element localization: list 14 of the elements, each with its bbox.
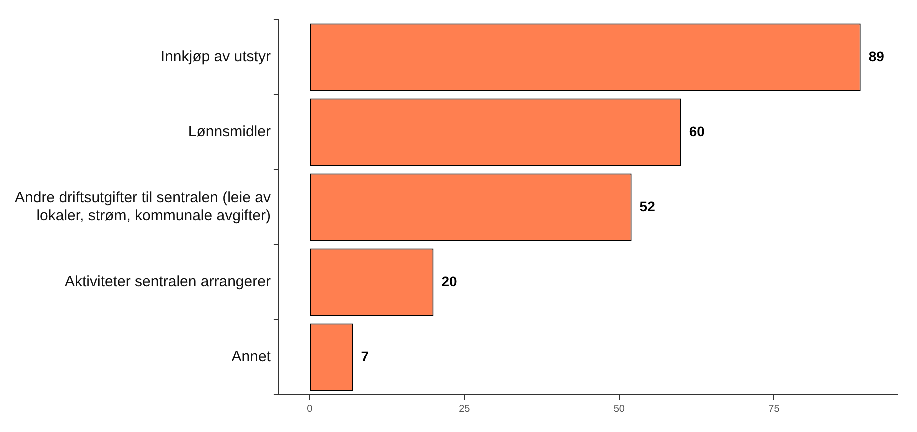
- data-label: 89: [868, 48, 885, 64]
- y-tick-label: Annet: [232, 348, 272, 366]
- y-tick-label: Aktiviteter sentralen arrangerer: [65, 274, 271, 291]
- data-label: 52: [640, 198, 656, 214]
- x-tick-label: 50: [614, 404, 626, 415]
- y-tick-label: Innkjøp av utstyr: [160, 48, 271, 66]
- x-tick-label: 0: [307, 404, 314, 415]
- data-label: 20: [442, 273, 458, 290]
- y-tick-label: Andre driftsutgifter til sentralen (leie av lokaler, strøm, kommunale avgifter): [15, 190, 272, 225]
- data-label: 60: [689, 123, 706, 140]
- y-tick-label: Lønnsmidler: [188, 124, 271, 141]
- data-label: 7: [361, 348, 370, 364]
- x-tick-label: 75: [768, 404, 780, 415]
- x-tick-label: 25: [459, 404, 471, 415]
